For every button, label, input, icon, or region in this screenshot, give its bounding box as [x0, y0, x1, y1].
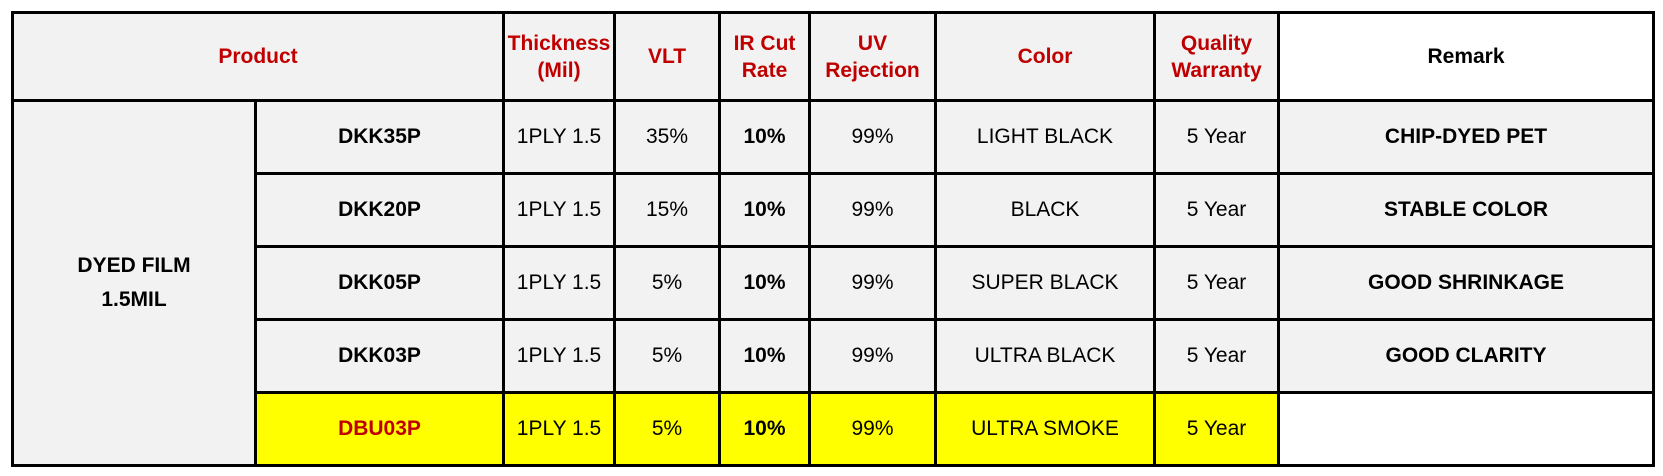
table-row: DKK03P 1PLY 1.5 5% 10% 99% ULTRA BLACK 5… — [13, 318, 1655, 394]
thickness-cell: 1PLY 1.5 — [502, 391, 616, 467]
color-cell: ULTRA SMOKE — [934, 391, 1156, 467]
vlt-cell: 5% — [613, 318, 721, 394]
uv-cell: 99% — [808, 99, 937, 175]
header-row: Product Thickness (Mil) VLT IR Cut Rate … — [11, 11, 1655, 102]
thickness-cell: 1PLY 1.5 — [502, 172, 616, 248]
vlt-cell: 35% — [613, 99, 721, 175]
warranty-cell: 5 Year — [1153, 318, 1280, 394]
header-vlt: VLT — [613, 11, 721, 102]
table-row: DKK20P 1PLY 1.5 15% 10% 99% BLACK 5 Year… — [13, 172, 1655, 248]
header-uv-line2: Rejection — [825, 58, 920, 82]
table-row: DYED FILM 1.5MIL DKK35P 1PLY 1.5 35% 10%… — [11, 99, 1655, 467]
header-warranty-line1: Quality — [1180, 31, 1253, 55]
header-product: Product — [11, 11, 505, 102]
uv-cell: 99% — [808, 391, 937, 467]
remark-cell: STABLE COLOR — [1277, 172, 1655, 248]
category-cell: DYED FILM 1.5MIL — [11, 99, 257, 467]
remark-cell — [1277, 391, 1655, 467]
warranty-cell: 5 Year — [1153, 172, 1280, 248]
category-line1: DYED FILM — [77, 254, 191, 277]
remark-cell: GOOD SHRINKAGE — [1277, 245, 1655, 321]
table-row: DKK05P 1PLY 1.5 5% 10% 99% SUPER BLACK 5… — [13, 245, 1655, 321]
uv-cell: 99% — [808, 318, 937, 394]
thickness-cell: 1PLY 1.5 — [502, 318, 616, 394]
header-uv: UV Rejection — [808, 11, 937, 102]
header-thickness-line1: Thickness — [507, 31, 611, 55]
remark-cell: CHIP-DYED PET — [1277, 99, 1655, 175]
thickness-cell: 1PLY 1.5 — [502, 245, 616, 321]
ir-cut-cell: 10% — [718, 172, 811, 248]
header-thickness-line2: (Mil) — [537, 58, 581, 82]
remark-cell: GOOD CLARITY — [1277, 318, 1655, 394]
vlt-cell: 15% — [613, 172, 721, 248]
model-cell: DKK03P — [254, 318, 505, 394]
vlt-cell: 5% — [613, 391, 721, 467]
color-cell: LIGHT BLACK — [934, 99, 1156, 175]
category-line2: 1.5MIL — [101, 288, 167, 311]
header-ir-cut: IR Cut Rate — [718, 11, 811, 102]
header-remark: Remark — [1277, 11, 1655, 102]
ir-cut-cell: 10% — [718, 391, 811, 467]
header-ir-cut-line1: IR Cut — [733, 31, 796, 55]
product-spec-table: Product Thickness (Mil) VLT IR Cut Rate … — [11, 11, 1655, 467]
header-color: Color — [934, 11, 1156, 102]
header-uv-line1: UV — [857, 31, 888, 55]
header-warranty-line2: Warranty — [1171, 58, 1262, 82]
model-cell: DKK20P — [254, 172, 505, 248]
table-row-highlighted: DBU03P 1PLY 1.5 5% 10% 99% ULTRA SMOKE 5… — [13, 391, 1655, 467]
color-cell: BLACK — [934, 172, 1156, 248]
header-warranty: Quality Warranty — [1153, 11, 1280, 102]
model-cell: DBU03P — [254, 391, 505, 467]
uv-cell: 99% — [808, 245, 937, 321]
vlt-cell: 5% — [613, 245, 721, 321]
ir-cut-cell: 10% — [718, 245, 811, 321]
header-ir-cut-line2: Rate — [741, 58, 788, 82]
color-cell: ULTRA BLACK — [934, 318, 1156, 394]
warranty-cell: 5 Year — [1153, 391, 1280, 467]
uv-cell: 99% — [808, 172, 937, 248]
thickness-cell: 1PLY 1.5 — [502, 99, 616, 175]
warranty-cell: 5 Year — [1153, 245, 1280, 321]
ir-cut-cell: 10% — [718, 99, 811, 175]
model-cell: DKK05P — [254, 245, 505, 321]
warranty-cell: 5 Year — [1153, 99, 1280, 175]
model-cell: DKK35P — [254, 99, 505, 175]
color-cell: SUPER BLACK — [934, 245, 1156, 321]
ir-cut-cell: 10% — [718, 318, 811, 394]
header-thickness: Thickness (Mil) — [502, 11, 616, 102]
